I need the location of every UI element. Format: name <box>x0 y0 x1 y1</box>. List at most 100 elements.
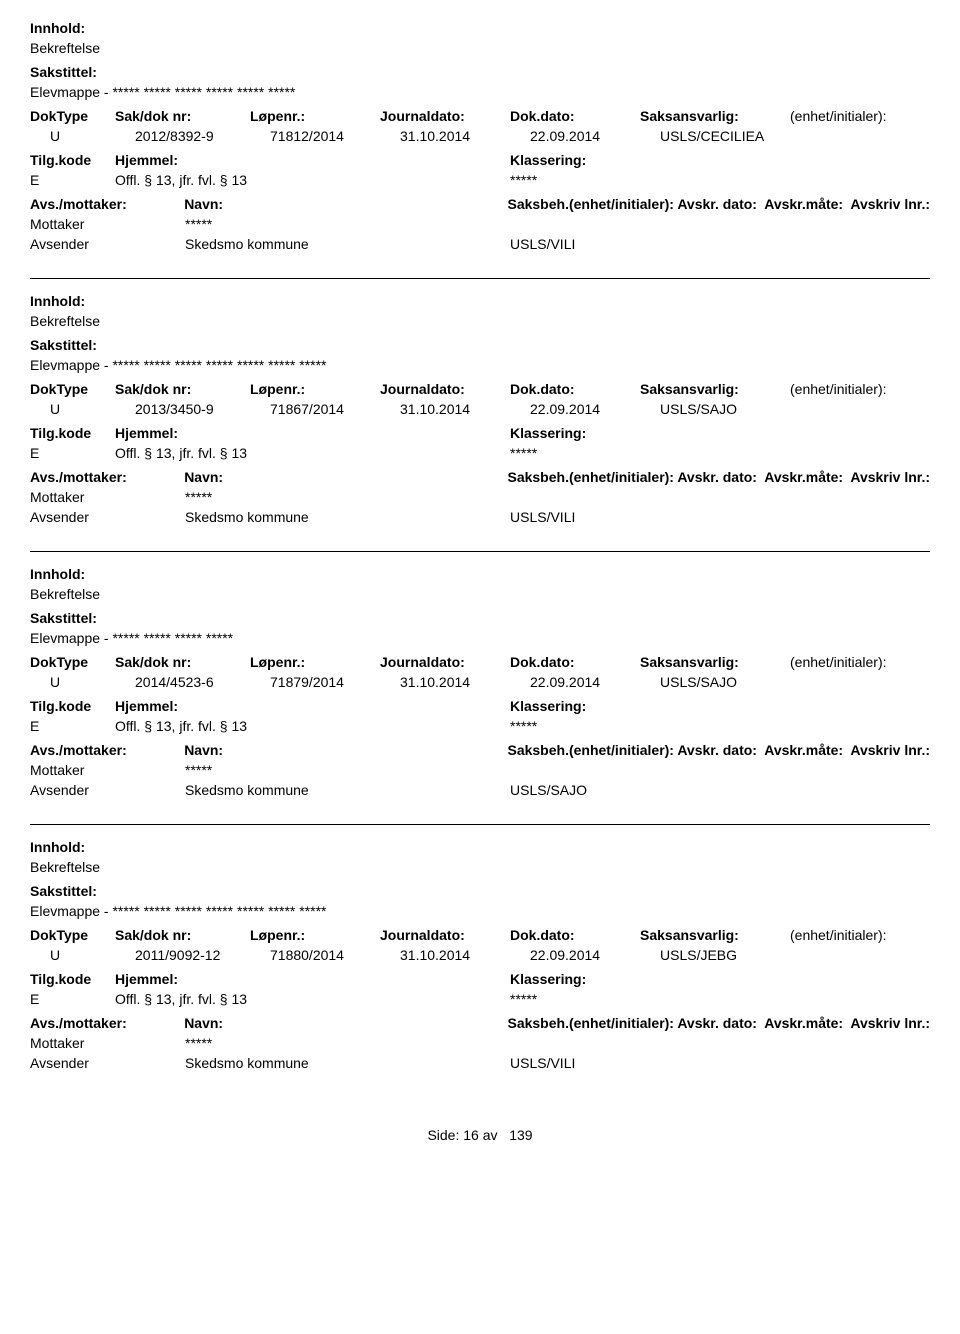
doktype-label: DokType <box>30 654 115 670</box>
avsmottaker-label: Avs./mottaker: <box>30 742 184 758</box>
sakdok-label: Sak/dok nr: <box>115 381 250 397</box>
doktype-label: DokType <box>30 381 115 397</box>
journal-record: Innhold: Bekreftelse Sakstittel: Elevmap… <box>30 20 930 268</box>
journal-record: Innhold: Bekreftelse Sakstittel: Elevmap… <box>30 293 930 541</box>
mottaker-value: ***** <box>185 489 510 505</box>
doktype-label: DokType <box>30 108 115 124</box>
innhold-value: Bekreftelse <box>30 586 930 602</box>
lopenr-value: 71812/2014 <box>270 128 400 144</box>
sakstittel-value: Elevmappe - ***** ***** ***** ***** ****… <box>30 903 930 919</box>
sakstittel-label: Sakstittel: <box>30 610 930 626</box>
journal-record: Innhold: Bekreftelse Sakstittel: Elevmap… <box>30 839 930 1087</box>
tilgkode-label: Tilg.kode <box>30 971 115 987</box>
lopenr-value: 71880/2014 <box>270 947 400 963</box>
sakstittel-value: Elevmappe - ***** ***** ***** ***** <box>30 630 930 646</box>
avsmottaker-label: Avs./mottaker: <box>30 196 184 212</box>
klassering-label: Klassering: <box>510 425 930 441</box>
saksbeh-header: Saksbeh.(enhet/initialer): Avskr. dato: … <box>507 1015 930 1031</box>
enhet-value <box>810 401 930 417</box>
avsmottaker-label: Avs./mottaker: <box>30 469 184 485</box>
klassering-value: ***** <box>510 991 930 1007</box>
sakstittel-label: Sakstittel: <box>30 337 930 353</box>
navn-label: Navn: <box>184 1015 507 1031</box>
innhold-value: Bekreftelse <box>30 40 930 56</box>
dokdato-label: Dok.dato: <box>510 927 640 943</box>
lopenr-label: Løpenr.: <box>250 108 380 124</box>
footer-side-label: Side: <box>427 1127 459 1143</box>
journaldato-value: 31.10.2014 <box>400 674 530 690</box>
dokdato-label: Dok.dato: <box>510 381 640 397</box>
journaldato-value: 31.10.2014 <box>400 947 530 963</box>
journaldato-value: 31.10.2014 <box>400 401 530 417</box>
journaldato-label: Journaldato: <box>380 927 510 943</box>
hjemmel-label: Hjemmel: <box>115 152 510 168</box>
sakdok-label: Sak/dok nr: <box>115 927 250 943</box>
dokdato-label: Dok.dato: <box>510 108 640 124</box>
saksansvarlig-label: Saksansvarlig: <box>640 108 790 124</box>
footer-av: av <box>483 1127 498 1143</box>
mottaker-value: ***** <box>185 216 510 232</box>
saksansvarlig-label: Saksansvarlig: <box>640 381 790 397</box>
sakstittel-label: Sakstittel: <box>30 64 930 80</box>
sakdok-value: 2012/8392-9 <box>135 128 270 144</box>
avsender-label: Avsender <box>30 236 185 252</box>
hjemmel-value: Offl. § 13, jfr. fvl. § 13 <box>115 991 510 1007</box>
mottaker-label: Mottaker <box>30 762 185 778</box>
mottaker-value: ***** <box>185 1035 510 1051</box>
sakstittel-value: Elevmappe - ***** ***** ***** ***** ****… <box>30 357 930 373</box>
saksansvarlig-value: USLS/CECILIEA <box>660 128 810 144</box>
enhet-value <box>810 674 930 690</box>
dokdato-value: 22.09.2014 <box>530 128 660 144</box>
tilgkode-value: E <box>30 718 115 734</box>
avsender-saksbeh: USLS/VILI <box>510 236 930 252</box>
hjemmel-label: Hjemmel: <box>115 425 510 441</box>
mottaker-label: Mottaker <box>30 489 185 505</box>
doktype-value: U <box>30 401 135 417</box>
lopenr-label: Løpenr.: <box>250 654 380 670</box>
footer-total: 139 <box>509 1127 532 1143</box>
enhet-label: (enhet/initialer): <box>790 654 930 670</box>
journal-record: Innhold: Bekreftelse Sakstittel: Elevmap… <box>30 566 930 814</box>
hjemmel-label: Hjemmel: <box>115 971 510 987</box>
journaldato-value: 31.10.2014 <box>400 128 530 144</box>
saksbeh-header: Saksbeh.(enhet/initialer): Avskr. dato: … <box>507 469 930 485</box>
tilgkode-label: Tilg.kode <box>30 152 115 168</box>
avsender-value: Skedsmo kommune <box>185 236 510 252</box>
hjemmel-value: Offl. § 13, jfr. fvl. § 13 <box>115 445 510 461</box>
lopenr-value: 71879/2014 <box>270 674 400 690</box>
sakstittel-value: Elevmappe - ***** ***** ***** ***** ****… <box>30 84 930 100</box>
avsender-value: Skedsmo kommune <box>185 509 510 525</box>
saksansvarlig-label: Saksansvarlig: <box>640 654 790 670</box>
mottaker-value: ***** <box>185 762 510 778</box>
avsender-saksbeh: USLS/VILI <box>510 509 930 525</box>
klassering-value: ***** <box>510 445 930 461</box>
enhet-value <box>810 947 930 963</box>
klassering-value: ***** <box>510 172 930 188</box>
dokdato-value: 22.09.2014 <box>530 674 660 690</box>
lopenr-label: Løpenr.: <box>250 381 380 397</box>
avsender-label: Avsender <box>30 782 185 798</box>
hjemmel-value: Offl. § 13, jfr. fvl. § 13 <box>115 172 510 188</box>
journaldato-label: Journaldato: <box>380 381 510 397</box>
hjemmel-value: Offl. § 13, jfr. fvl. § 13 <box>115 718 510 734</box>
saksansvarlig-label: Saksansvarlig: <box>640 927 790 943</box>
navn-label: Navn: <box>184 742 507 758</box>
page-footer: Side: 16 av 139 <box>30 1127 930 1143</box>
dokdato-value: 22.09.2014 <box>530 401 660 417</box>
doktype-value: U <box>30 947 135 963</box>
tilgkode-label: Tilg.kode <box>30 425 115 441</box>
doktype-value: U <box>30 674 135 690</box>
saksansvarlig-value: USLS/SAJO <box>660 401 810 417</box>
hjemmel-label: Hjemmel: <box>115 698 510 714</box>
saksbeh-header: Saksbeh.(enhet/initialer): Avskr. dato: … <box>507 742 930 758</box>
klassering-value: ***** <box>510 718 930 734</box>
klassering-label: Klassering: <box>510 698 930 714</box>
innhold-value: Bekreftelse <box>30 859 930 875</box>
tilgkode-label: Tilg.kode <box>30 698 115 714</box>
tilgkode-value: E <box>30 445 115 461</box>
navn-label: Navn: <box>184 196 507 212</box>
sakdok-value: 2011/9092-12 <box>135 947 270 963</box>
lopenr-value: 71867/2014 <box>270 401 400 417</box>
innhold-value: Bekreftelse <box>30 313 930 329</box>
avsmottaker-label: Avs./mottaker: <box>30 1015 184 1031</box>
